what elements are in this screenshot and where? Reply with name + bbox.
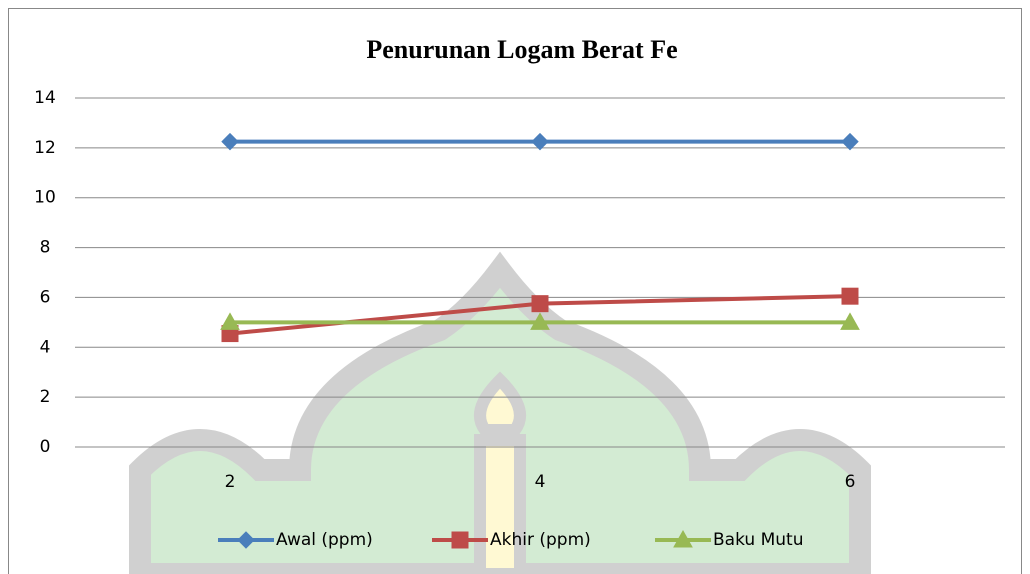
chart-title: Penurunan Logam Berat Fe bbox=[366, 35, 677, 64]
x-tick-label: 4 bbox=[535, 472, 546, 492]
x-tick-label: 2 bbox=[225, 472, 236, 492]
legend-marker bbox=[452, 532, 468, 548]
y-tick-label: 0 bbox=[40, 437, 51, 457]
legend-label: Baku Mutu bbox=[713, 530, 803, 550]
marker bbox=[532, 296, 548, 312]
watermark-tower bbox=[480, 440, 520, 574]
chart: Penurunan Logam Berat Fe 0 2 4 6 8 10 12 14 2 4 6 A… bbox=[0, 0, 1030, 574]
legend-label: Awal (ppm) bbox=[276, 530, 373, 550]
y-tick-label: 14 bbox=[34, 88, 56, 108]
marker bbox=[842, 288, 858, 304]
y-tick-label: 10 bbox=[34, 188, 56, 208]
y-tick-label: 12 bbox=[34, 138, 56, 158]
watermark-finial bbox=[480, 380, 520, 430]
x-tick-label: 6 bbox=[845, 472, 856, 492]
y-tick-label: 6 bbox=[40, 287, 51, 307]
y-tick-label: 2 bbox=[40, 387, 51, 407]
y-tick-label: 8 bbox=[40, 238, 51, 258]
y-tick-label: 4 bbox=[40, 337, 51, 357]
legend-label: Akhir (ppm) bbox=[490, 530, 591, 550]
